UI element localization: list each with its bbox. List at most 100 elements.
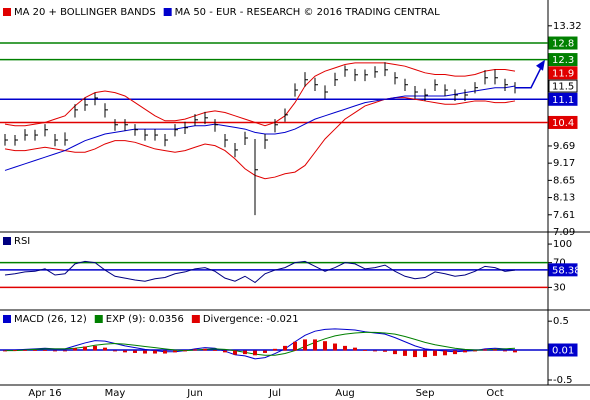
x-tick-label: Apr 16: [28, 388, 61, 399]
y-tick-label: 30: [553, 282, 566, 293]
level-label: 10.4: [552, 118, 574, 129]
divergence-bar: [403, 350, 407, 356]
x-tick-label: Aug: [335, 388, 355, 399]
divergence-bar: [443, 350, 447, 356]
divergence-bar: [383, 350, 387, 352]
level-box: [548, 263, 578, 277]
divergence-bar: [73, 348, 77, 351]
divergence-bar: [33, 350, 37, 351]
level-label: 11.1: [552, 95, 574, 106]
y-tick-label: 8.13: [553, 193, 575, 204]
divergence-bar: [193, 349, 197, 351]
divergence-bar: [513, 350, 517, 353]
divergence-bar: [343, 345, 347, 351]
divergence-bar: [153, 350, 157, 354]
divergence-bar: [353, 347, 357, 351]
level-label: 11.9: [552, 68, 574, 79]
divergence-bar: [233, 350, 237, 355]
divergence-bar: [53, 350, 57, 352]
legend-swatch: [3, 237, 11, 245]
forecast-arrow: [515, 65, 543, 89]
divergence-bar: [503, 350, 507, 352]
divergence-bar: [63, 350, 67, 352]
x-tick-label: Jul: [268, 388, 281, 399]
divergence-bar: [213, 350, 217, 351]
y-tick-label: 7.09: [553, 227, 575, 238]
divergence-bar: [203, 348, 207, 351]
divergence-bar: [393, 350, 397, 355]
divergence-bar: [363, 350, 367, 351]
legend-label: MA 50 - EUR - RESEARCH © 2016 TRADING CE…: [175, 7, 440, 18]
divergence-bar: [473, 350, 477, 352]
divergence-bar: [123, 350, 127, 353]
divergence-bar: [293, 341, 297, 351]
level-box: [548, 343, 578, 357]
divergence-bar: [373, 350, 377, 352]
level-label: 0.01: [552, 346, 574, 357]
divergence-bar: [273, 348, 277, 351]
divergence-bar: [143, 350, 147, 354]
y-tick-label: 13.32: [553, 21, 582, 32]
y-tick-label: 100: [553, 239, 572, 250]
divergence-bar: [453, 350, 457, 355]
divergence-bar: [413, 350, 417, 358]
level-box: [548, 115, 578, 129]
divergence-bar: [133, 350, 137, 353]
divergence-bar: [433, 350, 437, 356]
level-box: [548, 79, 578, 93]
divergence-bar: [103, 347, 107, 351]
legend-swatch: [3, 8, 11, 16]
divergence-bar: [113, 350, 117, 352]
bollinger-upper: [4, 62, 516, 127]
y-tick-label: 0.5: [553, 316, 569, 327]
divergence-bar: [93, 345, 97, 351]
macd-line: [4, 328, 516, 360]
divergence-bar: [163, 350, 167, 354]
divergence-bar: [463, 350, 467, 353]
divergence-bar: [43, 350, 47, 351]
level-label: 58.38: [552, 265, 581, 276]
x-tick-label: Oct: [486, 388, 503, 399]
level-label: 12.3: [552, 55, 574, 66]
moving-average: [4, 85, 516, 171]
divergence-bar: [493, 349, 497, 351]
divergence-bar: [253, 350, 257, 356]
legend-swatch: [163, 8, 172, 16]
divergence-bar: [183, 350, 187, 352]
y-tick-label: 9.69: [553, 141, 575, 152]
divergence-bar: [223, 350, 227, 353]
divergence-bar: [3, 350, 7, 352]
legend-swatch: [94, 315, 103, 323]
y-tick-label: 8.65: [553, 175, 575, 186]
divergence-bar: [483, 349, 487, 351]
level-box: [548, 53, 578, 67]
level-label: 12.8: [552, 39, 574, 50]
level-box: [548, 66, 578, 80]
divergence-bar: [173, 350, 177, 353]
legend-swatch: [191, 315, 200, 323]
x-tick-label: May: [105, 388, 126, 399]
divergence-bar: [323, 341, 327, 351]
divergence-bar: [23, 350, 27, 351]
rsi-line: [4, 260, 516, 284]
forecast-arrow-head: [536, 59, 545, 71]
level-box: [548, 92, 578, 106]
divergence-bar: [83, 346, 87, 351]
divergence-bar: [13, 350, 17, 351]
x-tick-label: Sep: [416, 388, 435, 399]
level-box: [548, 36, 578, 50]
y-tick-label: 7.61: [553, 210, 575, 221]
y-tick-label: -0.5: [553, 375, 573, 386]
x-tick-label: Jun: [186, 388, 203, 399]
legend-swatch: [3, 315, 11, 323]
divergence-bar: [243, 350, 247, 355]
macd-line: [5, 331, 516, 356]
divergence-bar: [263, 350, 267, 353]
legend-label: MA 20 + BOLLINGER BANDS: [14, 7, 156, 18]
legend-label: MACD (26, 12): [14, 314, 87, 325]
y-tick-label: 70: [553, 258, 566, 269]
divergence-bar: [303, 339, 307, 351]
legend-label: EXP (9): 0.0356: [106, 314, 184, 325]
